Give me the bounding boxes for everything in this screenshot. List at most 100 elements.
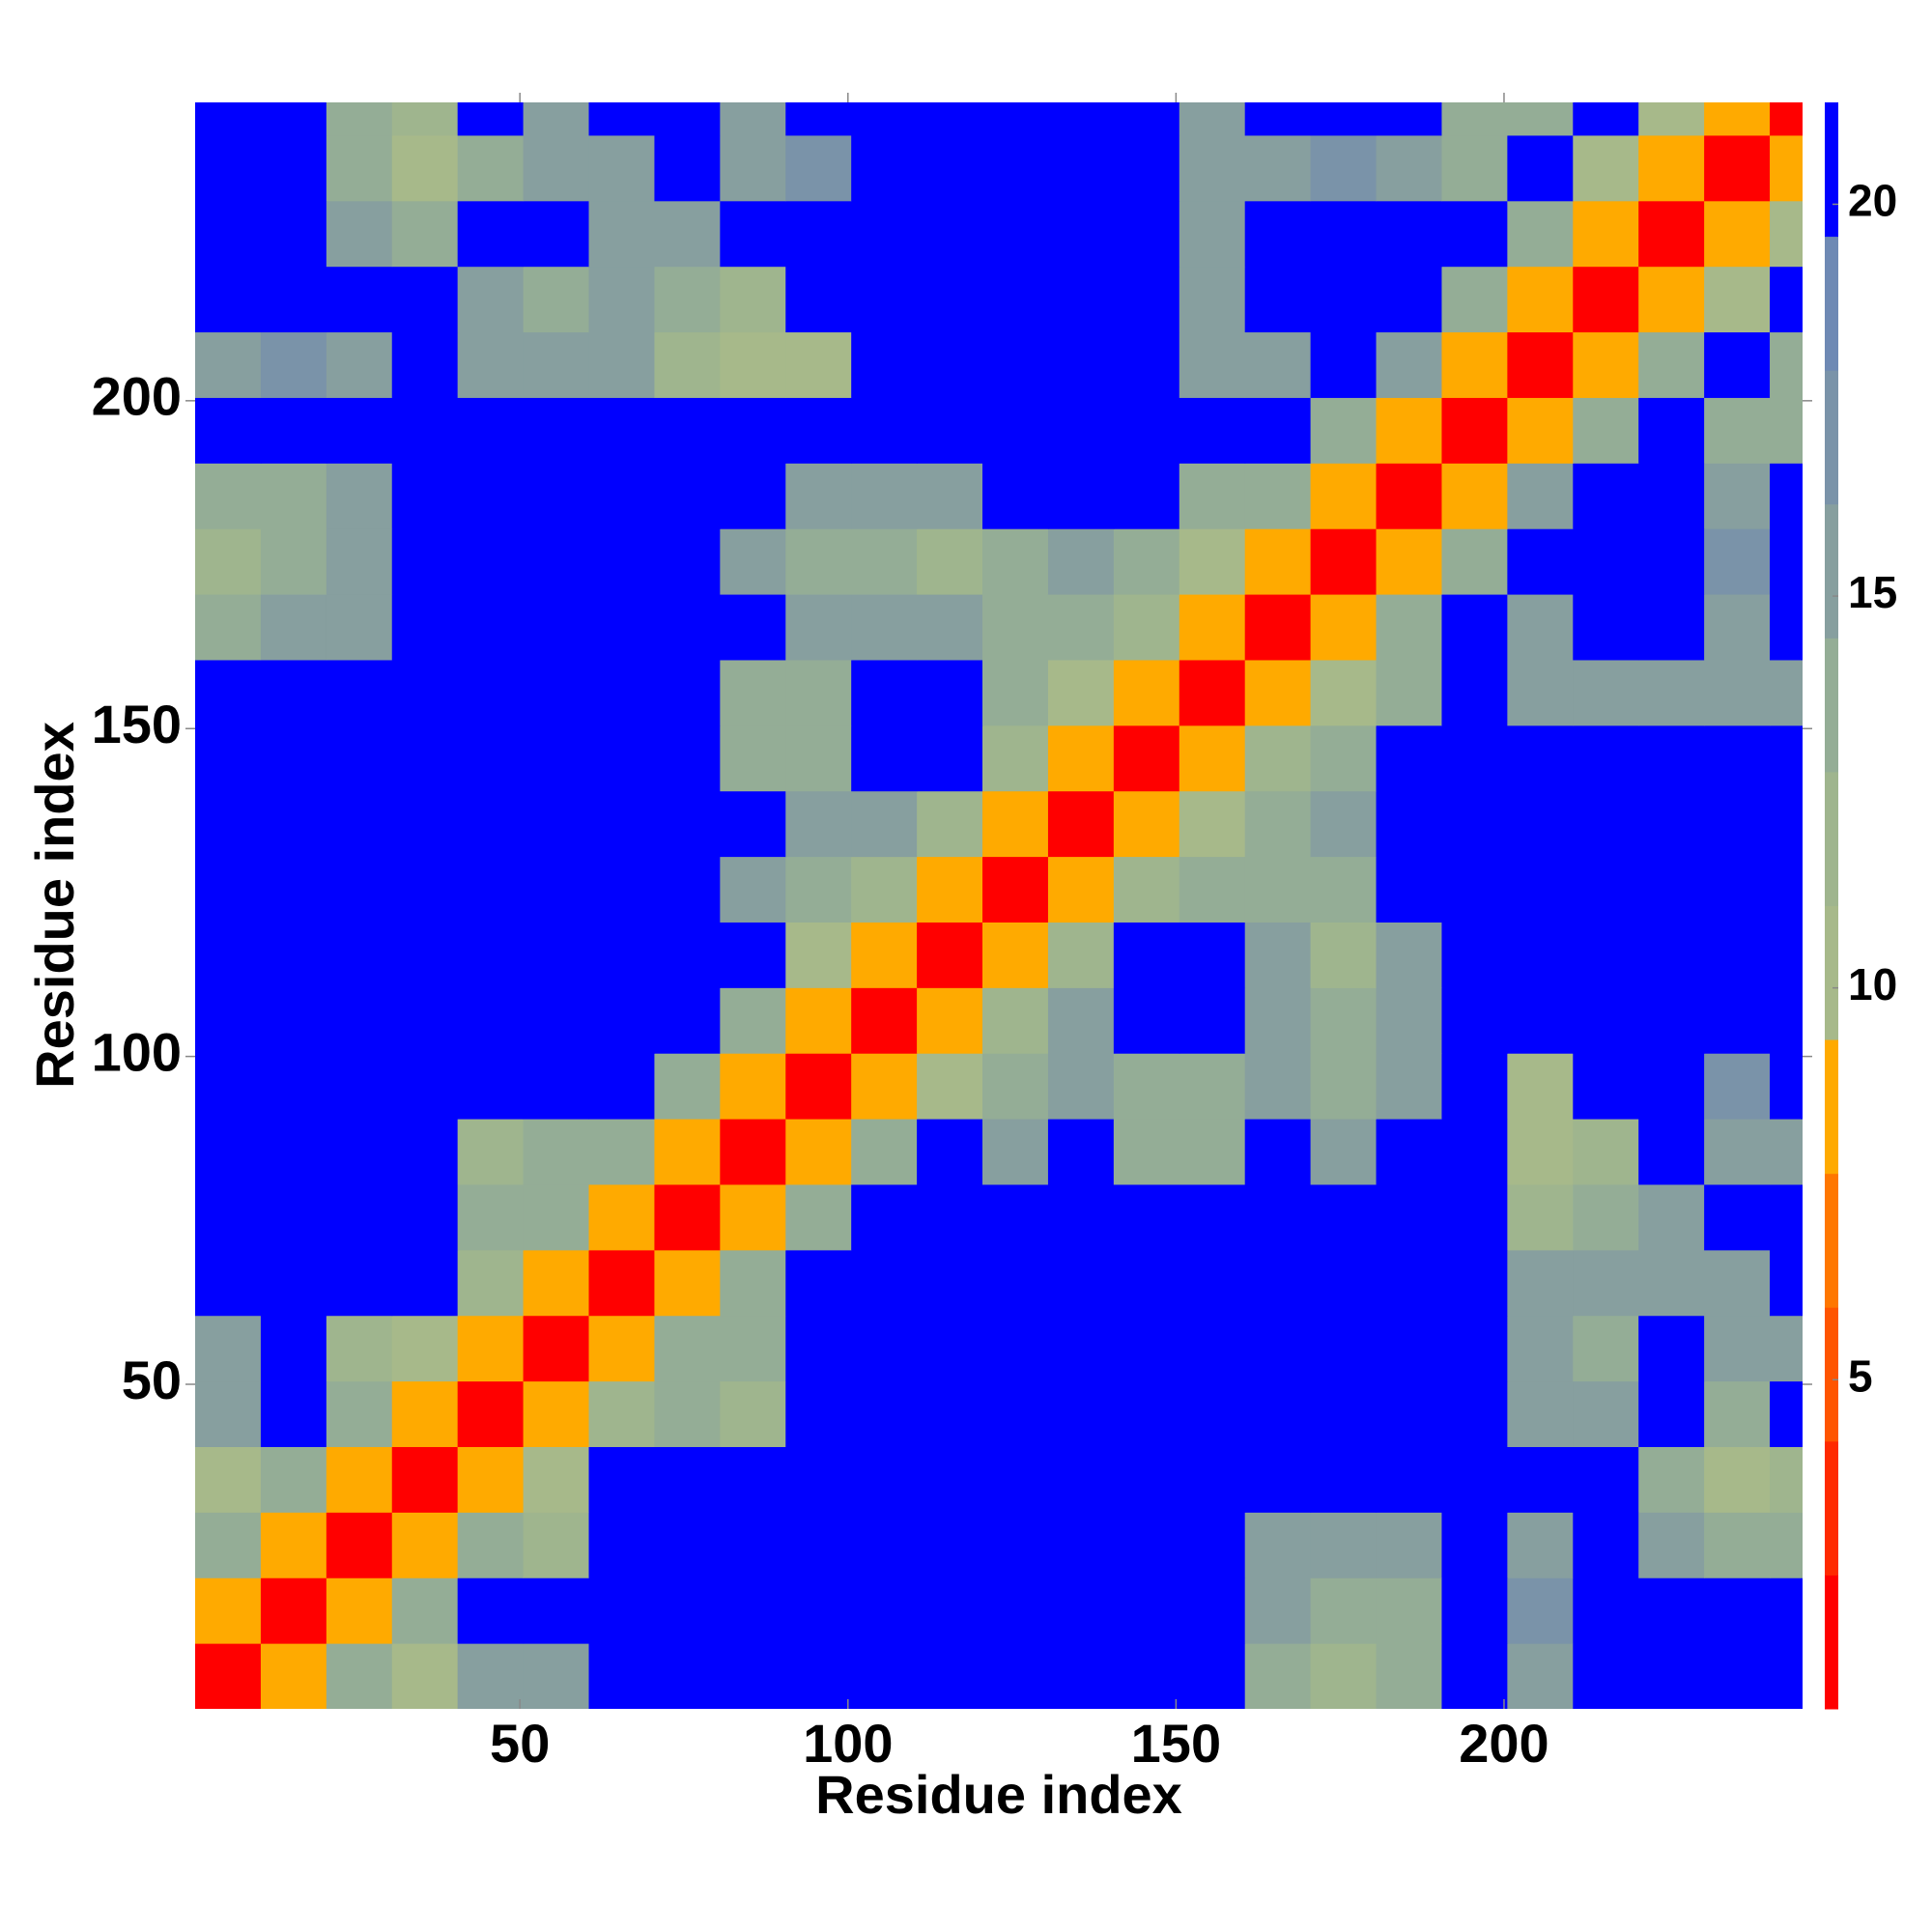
cell xyxy=(391,134,459,202)
cell xyxy=(391,1119,459,1185)
cell xyxy=(1310,102,1378,136)
cell xyxy=(785,200,852,268)
cell xyxy=(1376,1183,1442,1251)
cell xyxy=(391,528,459,595)
cell xyxy=(1376,1512,1442,1578)
cell xyxy=(1638,1249,1705,1317)
cell xyxy=(654,134,721,202)
cell xyxy=(1704,266,1771,333)
cell xyxy=(982,1315,1049,1382)
cell xyxy=(260,134,327,202)
cell xyxy=(1638,1446,1705,1513)
cell xyxy=(1310,266,1378,333)
cell xyxy=(260,1380,327,1447)
cell xyxy=(195,724,262,792)
cell xyxy=(1047,331,1115,398)
cell xyxy=(1113,724,1180,792)
cell xyxy=(391,724,459,792)
cell xyxy=(654,1643,721,1709)
cell xyxy=(1573,1315,1639,1382)
cell xyxy=(588,1119,655,1185)
cell xyxy=(720,331,786,398)
cell xyxy=(1638,1119,1705,1185)
cell xyxy=(1047,397,1115,464)
cell xyxy=(1376,659,1442,726)
cell xyxy=(1638,266,1705,333)
cell xyxy=(1244,102,1312,136)
cell xyxy=(785,724,852,792)
cell xyxy=(982,1053,1049,1120)
cell xyxy=(1573,856,1639,923)
cell xyxy=(1770,331,1803,398)
cell xyxy=(1704,1446,1771,1513)
cell xyxy=(654,1446,721,1513)
cell xyxy=(326,1315,393,1382)
cell xyxy=(654,987,721,1054)
cell xyxy=(1113,1249,1180,1317)
cell xyxy=(1047,724,1115,792)
cell xyxy=(1113,790,1180,858)
cell xyxy=(1507,397,1574,464)
colorbar-tick-label: 5 xyxy=(1848,1350,1873,1401)
cell xyxy=(1441,1119,1508,1185)
cell xyxy=(523,987,590,1054)
cell xyxy=(457,134,525,202)
cell xyxy=(260,790,327,858)
cell xyxy=(391,1183,459,1251)
cell xyxy=(1047,1315,1115,1382)
cell xyxy=(457,1446,525,1513)
cell xyxy=(1507,1446,1574,1513)
colorbar-segment xyxy=(1825,236,1838,371)
cell xyxy=(195,1183,262,1251)
cell xyxy=(260,1053,327,1120)
cell xyxy=(720,134,786,202)
cell xyxy=(917,331,983,398)
cell xyxy=(1507,659,1574,726)
cell xyxy=(326,659,393,726)
cell xyxy=(1179,200,1246,268)
cell xyxy=(1704,397,1771,464)
cell xyxy=(1113,1119,1180,1185)
cell xyxy=(917,1053,983,1120)
cell xyxy=(588,266,655,333)
cell xyxy=(588,331,655,398)
cell xyxy=(1573,1183,1639,1251)
cell xyxy=(457,659,525,726)
cell xyxy=(195,987,262,1054)
heatmap xyxy=(195,102,1803,1709)
cell xyxy=(1441,724,1508,792)
cell xyxy=(1310,1119,1378,1185)
cell xyxy=(1704,331,1771,398)
cell xyxy=(1179,134,1246,202)
cell xyxy=(588,790,655,858)
cell xyxy=(982,987,1049,1054)
cell xyxy=(851,200,918,268)
cell xyxy=(1179,1315,1246,1382)
cell xyxy=(1376,134,1442,202)
cell xyxy=(1047,1643,1115,1709)
cell xyxy=(785,1512,852,1578)
cell xyxy=(326,1577,393,1644)
cell xyxy=(457,1577,525,1644)
cell xyxy=(1244,1380,1312,1447)
cell xyxy=(1244,594,1312,661)
cell xyxy=(1310,1249,1378,1317)
cell xyxy=(654,1512,721,1578)
cell xyxy=(457,790,525,858)
cell xyxy=(1573,594,1639,661)
cell xyxy=(260,1577,327,1644)
cell xyxy=(326,1380,393,1447)
colorbar-segment xyxy=(1825,771,1838,906)
colorbar-tick-label: 10 xyxy=(1848,959,1897,1009)
cell xyxy=(1179,724,1246,792)
cell xyxy=(1113,1053,1180,1120)
cell xyxy=(1638,331,1705,398)
cell xyxy=(1770,856,1803,923)
cell xyxy=(1310,922,1378,988)
cell xyxy=(1179,102,1246,136)
cell xyxy=(1113,1643,1180,1709)
cell xyxy=(1770,134,1803,202)
cell xyxy=(1770,922,1803,988)
cell xyxy=(523,134,590,202)
cell xyxy=(1310,1512,1378,1578)
